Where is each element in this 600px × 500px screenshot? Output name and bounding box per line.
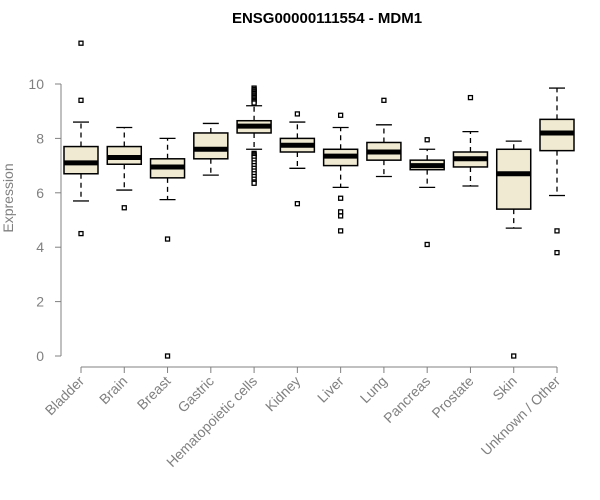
outlier-point — [424, 241, 430, 248]
outlier-point — [78, 97, 84, 103]
outlier-point — [554, 249, 560, 256]
outlier-point — [337, 213, 344, 219]
outlier-point — [121, 205, 127, 211]
outlier-point — [78, 230, 84, 237]
box-group — [452, 94, 489, 187]
outlier-point — [294, 201, 301, 207]
box-group — [149, 137, 186, 359]
y-tick-label: 4 — [36, 239, 44, 255]
box-group — [495, 140, 532, 359]
chart-title: ENSG00000111554 - MDM1 — [232, 10, 422, 27]
x-tick-label: Brain — [96, 373, 130, 407]
box-iqr — [495, 148, 532, 210]
outlier-point — [164, 353, 171, 359]
box-iqr — [63, 145, 99, 175]
y-tick-label: 0 — [36, 348, 44, 364]
y-axis-label: Expression — [0, 163, 16, 232]
box-group — [366, 97, 402, 178]
x-tick-label: Prostate — [428, 373, 476, 421]
outlier-point — [78, 40, 84, 46]
box-group — [63, 40, 99, 237]
x-tick-label: Pancreas — [380, 373, 433, 426]
x-tick-label: Liver — [314, 373, 347, 406]
x-tick-label: Breast — [134, 373, 174, 413]
box-iqr — [193, 132, 229, 160]
y-tick-label: 2 — [36, 294, 44, 310]
outlier-point — [294, 111, 301, 117]
outlier-point — [251, 100, 257, 106]
outlier-point — [424, 137, 430, 143]
box-group — [106, 126, 143, 211]
x-tick-label: Skin — [489, 373, 520, 404]
y-tick-label: 10 — [28, 76, 44, 92]
box-group — [193, 122, 229, 176]
box-group — [539, 87, 575, 256]
box-group — [409, 137, 445, 248]
outlier-point — [381, 97, 387, 103]
x-tick-label: Unknown / Other — [478, 373, 564, 459]
box-group — [322, 112, 359, 234]
x-tick-label: Bladder — [42, 373, 88, 419]
outlier-point — [554, 228, 560, 234]
box-group — [236, 85, 272, 186]
box-group — [279, 111, 316, 207]
outlier-point — [511, 353, 517, 359]
y-tick-label: 6 — [36, 185, 44, 201]
outlier-point — [337, 112, 344, 118]
x-tick-label: Gastric — [174, 373, 217, 416]
outlier-point — [337, 228, 344, 234]
outlier-point — [251, 180, 257, 186]
outlier-point — [164, 236, 171, 242]
outlier-point — [467, 94, 474, 101]
outlier-point — [337, 195, 344, 201]
axes: 0 2 4 6 8 10 — [28, 76, 558, 373]
x-tick-label: Kidney — [262, 373, 304, 415]
outlier-point — [337, 209, 344, 215]
boxes — [63, 40, 575, 359]
y-tick-label: 8 — [36, 130, 44, 146]
x-tick-label: Lung — [357, 373, 390, 406]
